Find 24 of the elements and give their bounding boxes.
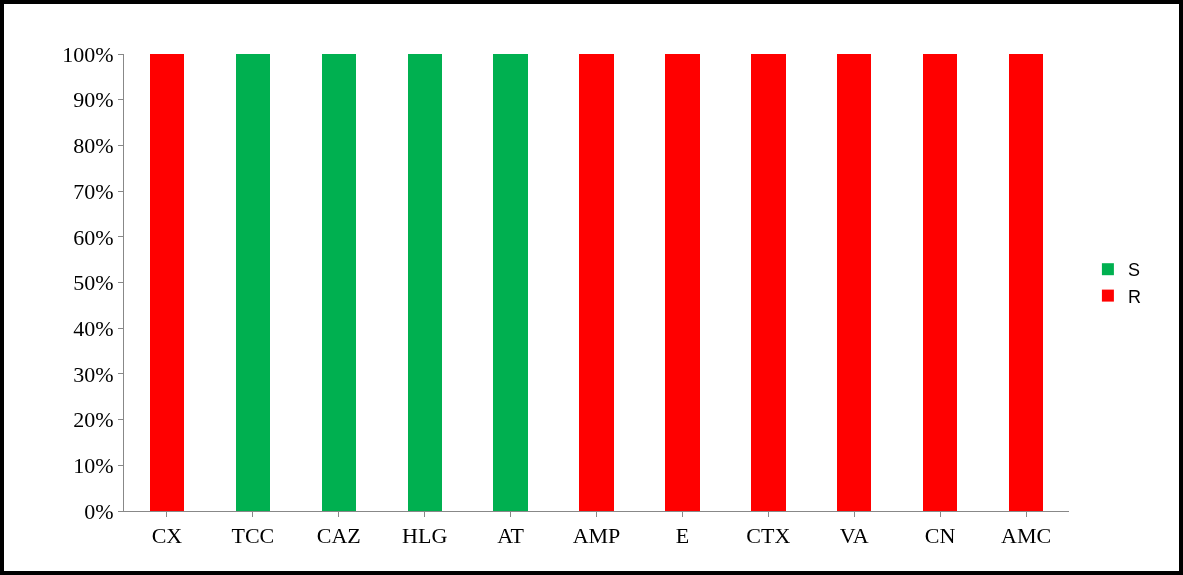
y-tick-label: 30% xyxy=(73,361,114,387)
x-tick-label: CAZ xyxy=(316,523,361,549)
y-tick-label: 60% xyxy=(73,224,114,250)
x-tick-label: AT xyxy=(497,523,525,549)
y-tick-label: 0% xyxy=(84,498,114,524)
x-tick-label: HLG xyxy=(402,523,448,549)
x-tick-label: CTX xyxy=(746,523,791,549)
y-tick-label: 50% xyxy=(73,270,114,296)
x-tick-label: TCC xyxy=(231,523,275,549)
x-tick-label: E xyxy=(675,523,690,549)
y-tick-label: 10% xyxy=(73,453,114,478)
x-tick-label: AMP xyxy=(572,523,621,549)
x-tick-label: CX xyxy=(151,523,183,549)
y-tick-label: 70% xyxy=(73,178,114,204)
y-tick-label: 100% xyxy=(62,41,114,67)
x-tick-label: CN xyxy=(924,523,956,549)
y-tick-label: 80% xyxy=(73,133,114,159)
x-tick-label: AMC xyxy=(1000,523,1052,549)
legend-label: R xyxy=(1127,286,1141,307)
y-tick-label: 90% xyxy=(73,87,114,113)
y-tick-label: 40% xyxy=(73,315,114,341)
legend-label: S xyxy=(1127,260,1140,281)
x-tick-label: VA xyxy=(839,523,869,549)
y-tick-label: 20% xyxy=(73,407,114,433)
